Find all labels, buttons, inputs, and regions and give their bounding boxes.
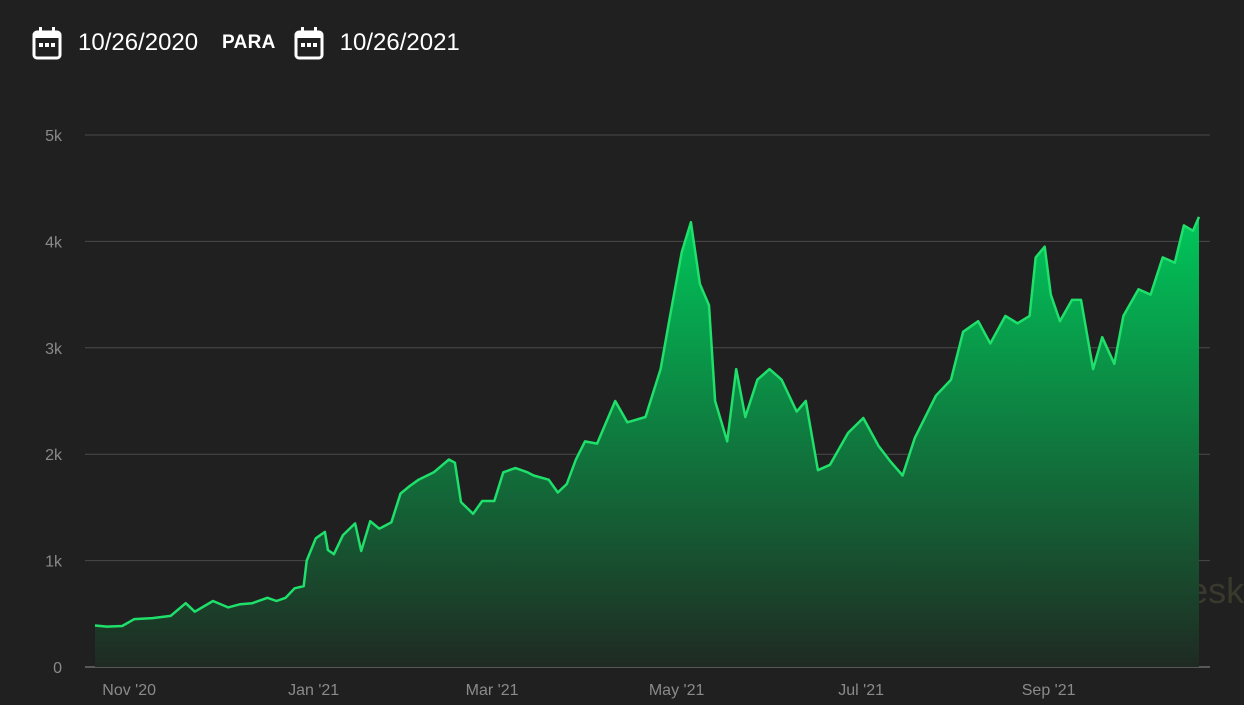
x-tick-label: Nov '20 (102, 682, 156, 699)
y-axis-ticks: 0 1k 2k 3k 4k 5k (45, 128, 63, 677)
end-date-input[interactable] (339, 29, 480, 57)
y-tick-label: 4k (45, 234, 63, 251)
x-tick-label: May '21 (649, 682, 705, 699)
date-range-separator: PARA (222, 32, 276, 53)
start-date-input[interactable] (78, 29, 206, 57)
x-axis-ticks: Nov '20 Jan '21 Mar '21 May '21 Jul '21 Sep '… (102, 682, 1075, 699)
x-tick-label: Jan '21 (288, 682, 339, 699)
x-tick-label: Mar '21 (466, 682, 519, 699)
y-tick-label: 2k (45, 447, 63, 464)
date-range-picker: PARA (32, 24, 480, 62)
calendar-icon[interactable] (294, 26, 324, 60)
y-tick-label: 1k (45, 554, 63, 571)
area-fill (95, 216, 1199, 667)
x-tick-label: Sep '21 (1022, 682, 1076, 699)
series-line (94, 216, 1201, 628)
y-tick-label: 5k (45, 128, 63, 145)
calendar-icon[interactable] (32, 26, 62, 60)
y-tick-label: 3k (45, 341, 63, 358)
y-tick-label: 0 (53, 660, 62, 677)
x-tick-label: Jul '21 (838, 682, 884, 699)
